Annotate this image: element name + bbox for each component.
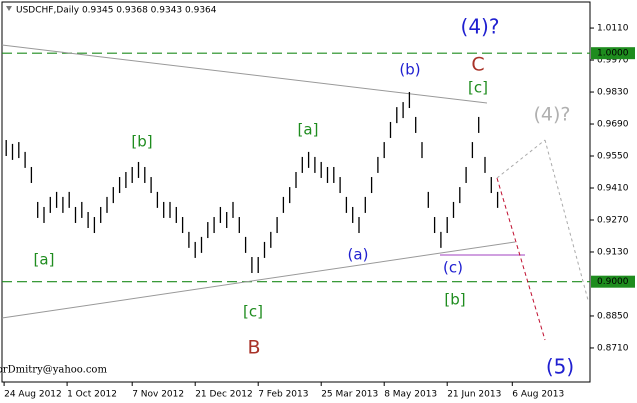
x-tick-label: 21 Dec 2012 <box>195 390 253 400</box>
wave-label: B <box>247 337 260 359</box>
y-tick-label: 0.9130 <box>597 247 629 257</box>
wave-label: [a] <box>34 251 55 269</box>
y-tick-label: 1.0110 <box>597 24 629 34</box>
wave-label: (4)? <box>461 15 500 39</box>
menu-icon <box>6 6 12 11</box>
y-tick-label: 0.9830 <box>597 88 629 98</box>
trend-line <box>544 139 589 301</box>
wave-label: forDmitry@yahoo.com <box>0 365 107 376</box>
y-tick-label: 0.9970 <box>597 56 629 66</box>
wave-label: [c] <box>243 303 263 321</box>
wave-label: C <box>471 54 484 76</box>
y-tick-label: 0.8710 <box>597 343 629 353</box>
wave-label: (a) <box>348 246 369 264</box>
wave-label: (5) <box>546 355 574 379</box>
trend-line <box>496 177 546 341</box>
y-tick-label: 0.9690 <box>597 120 629 130</box>
y-tick-label: 0.9550 <box>597 152 629 162</box>
x-tick-label: 7 Feb 2013 <box>258 390 308 400</box>
y-tick-label: 0.9270 <box>597 215 629 225</box>
chart-title: USDCHF,Daily 0.9345 0.9368 0.9343 0.9364 <box>16 6 217 16</box>
level-box <box>591 47 635 60</box>
wave-label: [a] <box>298 121 319 139</box>
trend-line <box>496 139 546 179</box>
wave-label: (b) <box>399 61 420 79</box>
x-tick-label: 6 Aug 2013 <box>512 390 564 400</box>
trend-line <box>1 44 488 104</box>
level-box <box>591 275 635 288</box>
y-tick-label: 0.9410 <box>597 184 629 194</box>
wave-label: [b] <box>444 291 465 309</box>
plot-frame <box>1 1 591 383</box>
x-tick-label: 21 Jun 2013 <box>447 390 501 400</box>
wave-label: [b] <box>131 133 152 151</box>
level-label: 1.0000 <box>597 49 629 59</box>
wave-label: (c) <box>443 259 463 277</box>
x-tick-label: 8 May 2013 <box>384 390 437 400</box>
x-tick-label: 25 Mar 2013 <box>321 390 378 400</box>
x-tick-label: 7 Nov 2012 <box>132 390 184 400</box>
x-tick-label: 1 Oct 2012 <box>67 390 117 400</box>
wave-label: [c] <box>468 79 488 97</box>
x-tick-label: 24 Aug 2012 <box>4 390 62 400</box>
level-label: 0.9000 <box>597 277 629 287</box>
trend-line <box>1 241 516 319</box>
y-tick-label: 0.8850 <box>597 311 629 321</box>
wave-label: (4)? <box>534 104 571 126</box>
